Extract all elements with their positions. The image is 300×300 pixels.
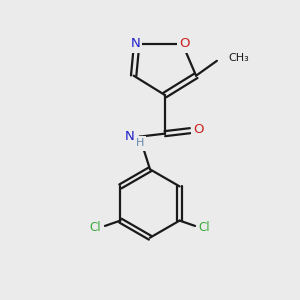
Text: CH₃: CH₃ (229, 53, 250, 64)
Text: Cl: Cl (199, 221, 210, 234)
Text: N: N (124, 130, 134, 142)
Text: H: H (136, 139, 144, 148)
Text: O: O (193, 123, 204, 136)
Text: O: O (179, 38, 189, 50)
Text: N: N (130, 38, 140, 50)
Text: Cl: Cl (90, 221, 101, 234)
